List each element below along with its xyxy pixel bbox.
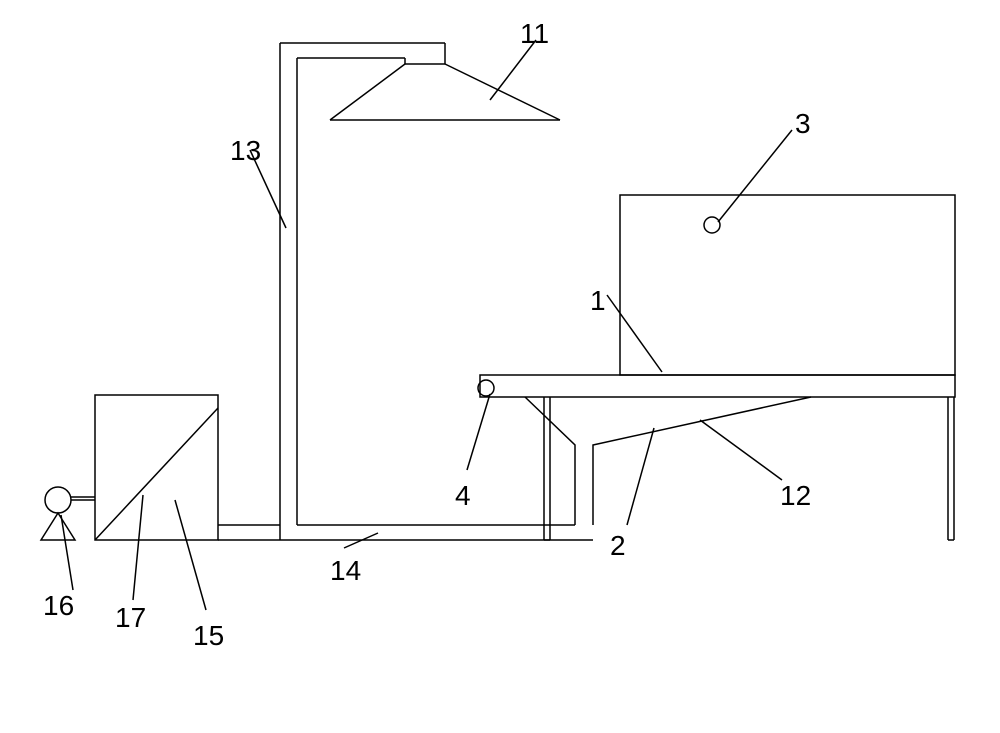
- callout-label-14: 14: [330, 555, 361, 587]
- callout-label-3: 3: [795, 108, 811, 140]
- callout-label-11: 11: [520, 18, 549, 50]
- callout-label-4: 4: [455, 480, 471, 512]
- callout-label-2: 2: [610, 530, 626, 562]
- callout-label-12: 12: [780, 480, 811, 512]
- callout-label-13: 13: [230, 135, 261, 167]
- callout-label-15: 15: [193, 620, 224, 652]
- diagram-canvas: [0, 0, 1000, 733]
- callout-label-1: 1: [590, 285, 606, 317]
- callout-label-16: 16: [43, 590, 74, 622]
- callout-label-17: 17: [115, 602, 146, 634]
